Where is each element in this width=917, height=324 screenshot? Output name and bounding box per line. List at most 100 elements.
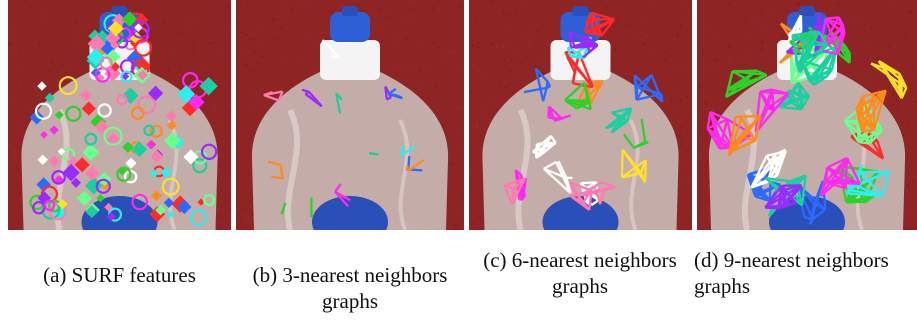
graph-edge <box>808 79 815 86</box>
graph-edge <box>824 18 840 55</box>
graph-edge <box>554 114 572 122</box>
surf-keypoint-circle <box>123 169 138 184</box>
surf-keypoint <box>163 132 181 150</box>
graph-edge <box>817 30 829 46</box>
surf-keypoint <box>117 166 127 176</box>
graph-edge <box>621 149 642 174</box>
graph-edge <box>321 39 340 58</box>
surf-keypoint-circle <box>84 132 98 146</box>
graph-edge <box>802 95 810 99</box>
surf-keypoint <box>125 157 137 169</box>
graph-edge <box>335 93 342 114</box>
graph-edge <box>750 150 787 189</box>
panel-a-image <box>8 0 231 230</box>
graph-edge <box>730 139 756 153</box>
graph-edge <box>605 120 628 130</box>
graph-edge <box>566 55 594 88</box>
graph-edge <box>400 154 403 157</box>
surf-keypoint <box>62 163 80 182</box>
surf-keypoint <box>166 210 174 218</box>
graph-edge <box>797 82 810 97</box>
surf-keypoint-circle <box>65 105 82 122</box>
bottle-highlight <box>515 108 531 230</box>
graph-edge <box>640 140 646 146</box>
surf-keypoint <box>85 166 100 181</box>
graph-edge <box>846 200 866 204</box>
graph-edge <box>765 201 796 209</box>
surf-keypoint-circle <box>203 194 216 207</box>
graph-edge <box>523 86 547 94</box>
surf-keypoint <box>177 85 196 104</box>
graph-edge <box>540 135 552 156</box>
graph-edge <box>764 188 786 209</box>
graph-edge <box>772 92 790 112</box>
graph-edge <box>804 37 828 47</box>
surf-keypoint <box>147 85 164 101</box>
panel-b-image <box>236 0 464 230</box>
graph-edge <box>796 183 827 211</box>
graph-edge <box>639 172 647 183</box>
graph-edge <box>334 191 349 208</box>
graph-edge <box>787 89 803 110</box>
graph-edge <box>267 160 281 166</box>
graph-edge <box>592 30 603 37</box>
surf-keypoint <box>87 34 106 53</box>
graph-edge <box>598 189 606 205</box>
graph-edge <box>635 86 639 100</box>
graph-edge <box>590 199 600 207</box>
surf-keypoint <box>105 49 121 65</box>
graph-edge <box>600 18 615 37</box>
graph-edge <box>511 178 526 205</box>
graph-edge <box>754 115 762 141</box>
surf-keypoint <box>128 51 138 61</box>
caption-c: (c) 6-nearest neighbors graphs <box>483 248 677 298</box>
surf-keypoint-circle <box>99 56 113 70</box>
graph-edge <box>636 92 662 101</box>
graph-edge <box>279 164 284 179</box>
caption-a: (a) SURF features <box>43 263 196 287</box>
graph-edge <box>784 188 797 204</box>
graph-edge <box>583 82 592 110</box>
graph-edge <box>543 167 567 179</box>
caption-b: (b) 3-nearest neighbors graphs <box>252 263 448 313</box>
panel-c-image <box>469 0 692 230</box>
graph-edge <box>827 156 848 169</box>
surf-keypoint-circle <box>161 177 180 196</box>
graph-edge <box>767 150 787 183</box>
bottom-label <box>312 196 388 230</box>
graph-edge <box>640 118 647 142</box>
graph-edge <box>820 178 841 197</box>
graph-edge <box>407 158 425 172</box>
graph-edge <box>881 171 890 197</box>
surf-keypoint-circle <box>116 93 128 106</box>
surf-keypoint-circle <box>97 103 112 118</box>
graph-edge <box>611 107 632 114</box>
graph-edge <box>837 16 846 35</box>
graph-edge <box>826 166 841 181</box>
graph-edge <box>790 49 829 84</box>
graph-edge <box>635 74 653 101</box>
surf-keypoint <box>106 211 116 222</box>
caption-d: (d) 9-nearest neighbors graphs <box>694 248 889 298</box>
graph-edge <box>582 181 602 197</box>
surf-keypoint <box>48 155 61 168</box>
surf-keypoint-circle <box>95 178 111 194</box>
surf-features <box>29 11 218 227</box>
graph-edge <box>387 92 403 100</box>
surf-keypoint <box>121 72 130 81</box>
graph-edge <box>727 116 737 156</box>
graph-edge <box>819 167 829 197</box>
graph-edge <box>280 202 287 215</box>
graph-edge <box>400 145 404 156</box>
graph-edge <box>804 30 820 40</box>
graph-edge <box>873 89 887 95</box>
cap-nozzle <box>342 6 358 16</box>
graph-edge <box>756 69 768 77</box>
surf-keypoint <box>150 150 164 164</box>
graph-edge <box>504 184 516 190</box>
graph-edge <box>504 177 525 187</box>
graph-edge <box>801 59 833 71</box>
graph-edge <box>858 129 883 144</box>
bottle-highlight <box>284 108 301 230</box>
graph-edge <box>788 32 792 36</box>
